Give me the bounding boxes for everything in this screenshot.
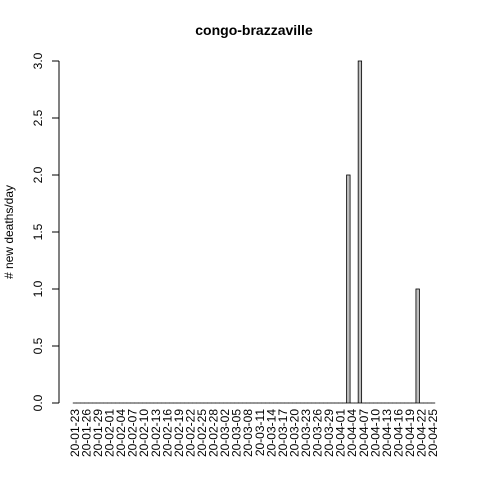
y-tick-label: 1.0: [31, 280, 45, 297]
chart-title: congo-brazzaville: [195, 22, 313, 38]
y-tick-label: 3.0: [31, 52, 45, 69]
y-tick-label: 0.0: [31, 394, 45, 411]
x-axis-tick-labels: 20-01-2320-01-2620-01-2920-02-0120-02-04…: [68, 409, 440, 457]
x-tick-label: 20-02-22: [183, 409, 197, 457]
x-tick-label: 20-02-16: [160, 409, 174, 457]
x-tick-label: 20-01-23: [68, 409, 82, 457]
x-tick-label: 20-02-01: [103, 409, 117, 457]
x-tick-label: 20-03-26: [311, 409, 325, 457]
bar-20-04-21: [415, 288, 420, 404]
x-tick-label: 20-03-20: [287, 409, 301, 457]
x-tick-label: 20-01-29: [91, 409, 105, 457]
x-tick-label: 20-04-07: [357, 409, 371, 457]
x-tick-label: 20-03-02: [218, 409, 232, 457]
x-tick-label: 20-01-26: [79, 409, 93, 457]
bar-series: [72, 60, 436, 404]
x-tick-label: 20-04-19: [403, 409, 417, 457]
x-tick-label: 20-03-14: [264, 409, 278, 457]
x-tick-label: 20-03-17: [276, 409, 290, 457]
bar-20-04-03: [346, 174, 351, 404]
x-tick-label: 20-02-13: [149, 409, 163, 457]
x-tick-label: 20-03-05: [230, 409, 244, 457]
x-tick-label: 20-03-29: [322, 409, 336, 457]
x-tick-label: 20-02-10: [137, 409, 151, 457]
y-tick-label: 2.0: [31, 166, 45, 183]
x-tick-label: 20-04-25: [426, 409, 440, 457]
y-tick-label: 1.5: [31, 223, 45, 240]
x-tick-label: 20-04-16: [391, 409, 405, 457]
y-axis-ticks: 0.0 0.5 1.0 1.5 2.0 2.5 3.0: [31, 52, 59, 411]
x-tick-label: 20-04-22: [415, 409, 429, 457]
bar-20-04-06: [357, 60, 363, 404]
y-tick-label: 0.5: [31, 337, 45, 354]
x-tick-label: 20-04-10: [368, 409, 382, 457]
y-axis-label: # new deaths/day: [2, 185, 16, 279]
x-tick-label: 20-03-08: [241, 409, 255, 457]
x-tick-label: 20-03-11: [253, 409, 267, 456]
x-tick-label: 20-04-01: [334, 409, 348, 457]
x-tick-label: 20-04-13: [380, 409, 394, 457]
y-tick-label: 2.5: [31, 109, 45, 126]
x-tick-label: 20-02-25: [195, 409, 209, 457]
x-tick-label: 20-02-07: [126, 409, 140, 457]
x-tick-label: 20-02-19: [172, 409, 186, 457]
x-tick-label: 20-02-04: [114, 409, 128, 457]
x-tick-label: 20-02-28: [207, 409, 221, 457]
x-tick-label: 20-04-04: [345, 409, 359, 457]
x-tick-label: 20-03-23: [299, 409, 313, 457]
